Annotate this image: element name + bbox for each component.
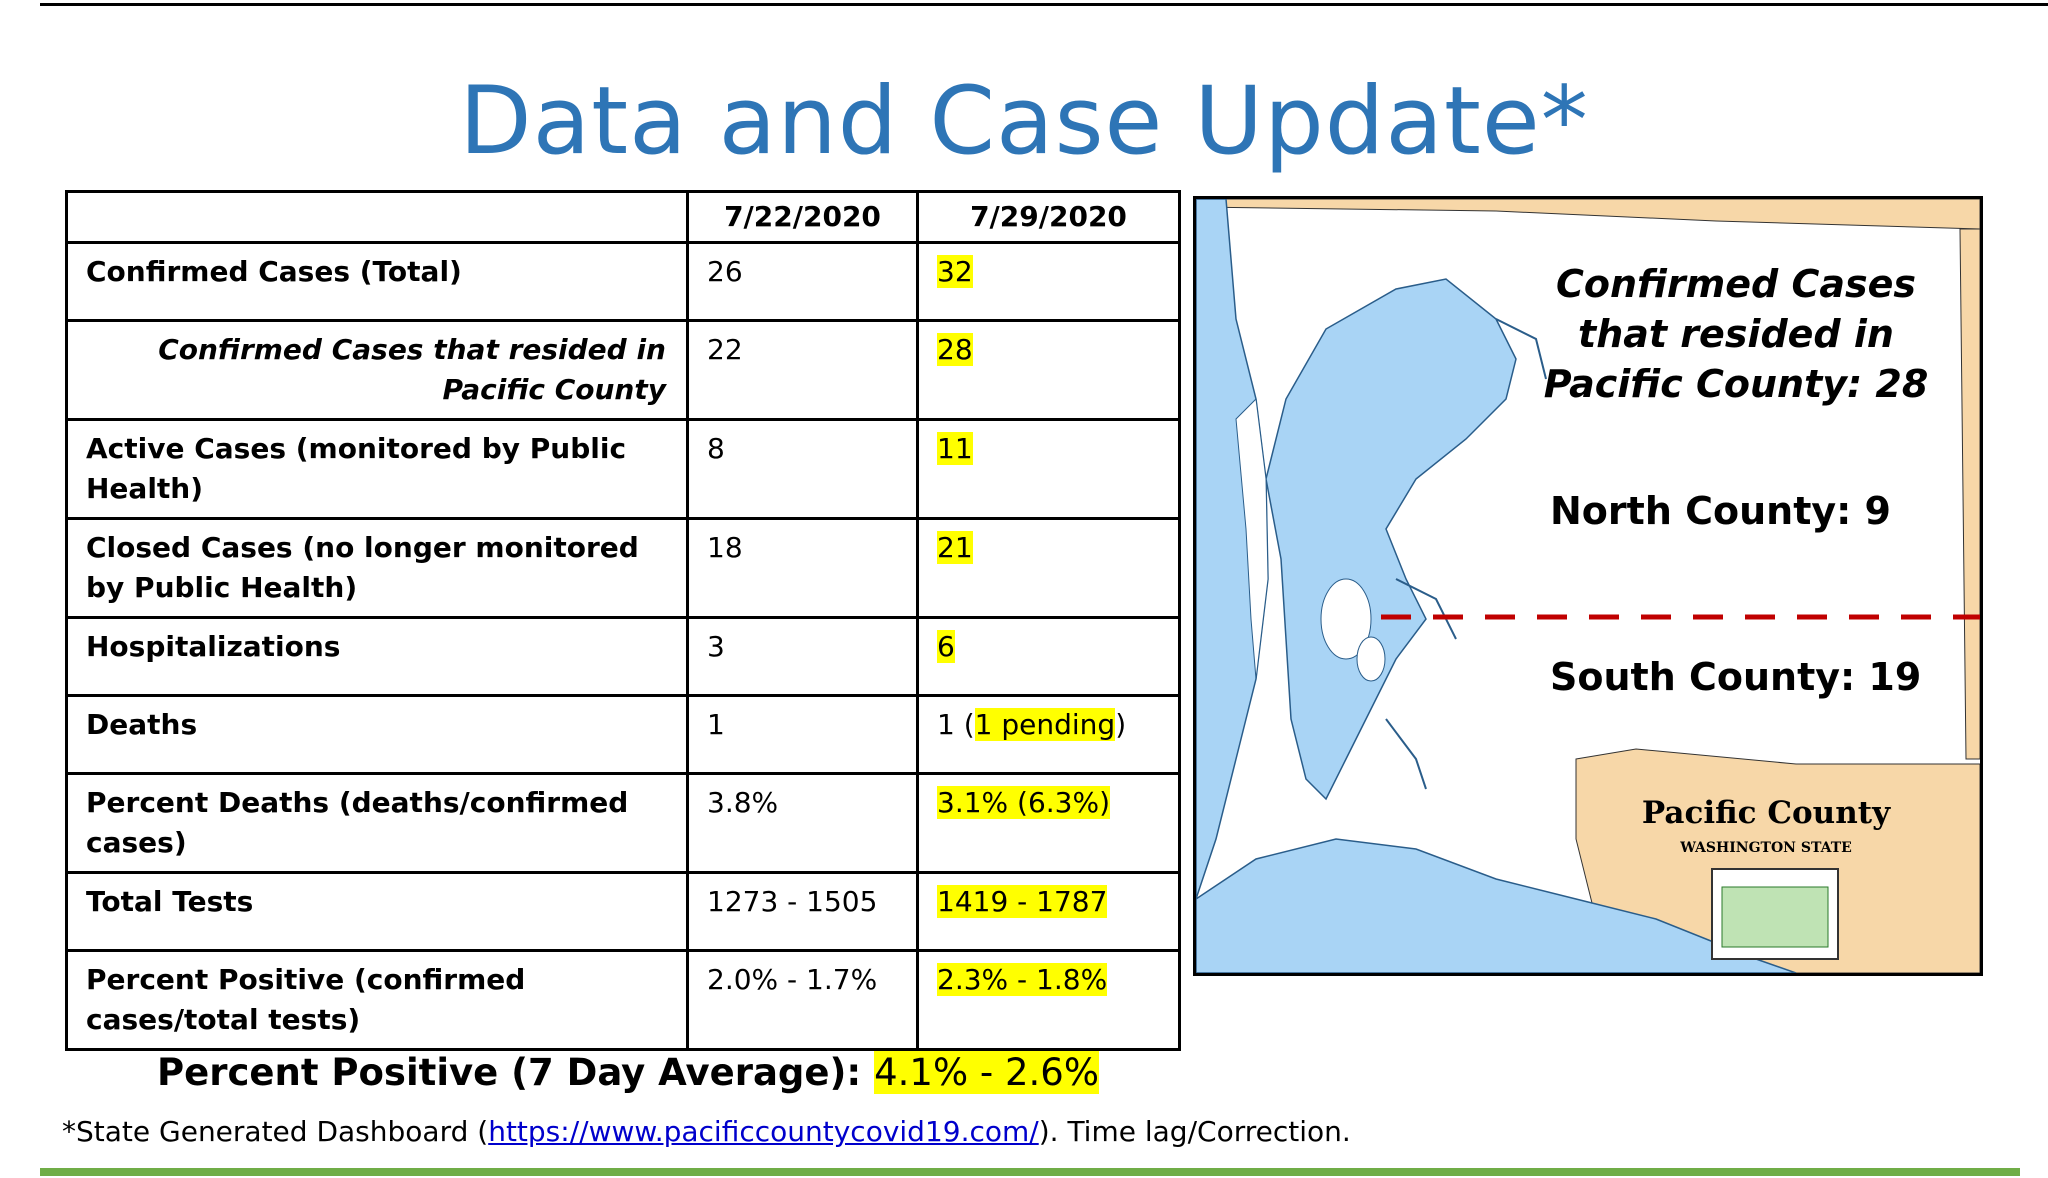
row-value-week1: 22 xyxy=(686,319,919,421)
row-label: Total Tests xyxy=(65,871,689,952)
row-value-week2: 6 xyxy=(916,616,1181,697)
highlight-value: 11 xyxy=(937,432,973,465)
highlight-value: 1 pending xyxy=(974,708,1116,741)
highlight-value: 1419 - 1787 xyxy=(937,885,1108,918)
average-label: Percent Positive (7 Day Average): xyxy=(157,1051,862,1094)
table-row: Percent Deaths (deaths/confirmed cases) … xyxy=(65,772,1181,874)
map-confirmed-line-2: that resided in xyxy=(1578,312,1894,356)
row-value-week1: 3 xyxy=(686,616,919,697)
page-title: Data and Case Update* xyxy=(459,67,1589,176)
map-confirmed-line-1: Confirmed Cases xyxy=(1555,262,1917,306)
table-row: Percent Positive (confirmed cases/total … xyxy=(65,949,1181,1051)
north-county-label: North County: 9 xyxy=(1550,489,1891,533)
row-label: Confirmed Cases (Total) xyxy=(65,241,689,322)
row-label: Percent Deaths (deaths/confirmed cases) xyxy=(65,772,689,874)
highlight-value: 32 xyxy=(937,255,973,288)
header-empty xyxy=(65,190,689,244)
map-county-state: WASHINGTON STATE xyxy=(1680,840,1852,856)
header-date-1: 7/22/2020 xyxy=(686,190,919,244)
header-date-2: 7/29/2020 xyxy=(916,190,1181,244)
row-value-week2: 28 xyxy=(916,319,1181,421)
row-label: Deaths xyxy=(65,694,689,775)
table-row: Deaths 1 1 (1 pending) xyxy=(65,694,1181,775)
row-value-week2: 11 xyxy=(916,418,1181,520)
table-header-row: 7/22/2020 7/29/2020 xyxy=(65,190,1181,244)
row-value-week1: 1273 - 1505 xyxy=(686,871,919,952)
table-row: Closed Cases (no longer monitored by Pub… xyxy=(65,517,1181,619)
average-value: 4.1% - 2.6% xyxy=(874,1051,1099,1094)
row-label: Closed Cases (no longer monitored by Pub… xyxy=(65,517,689,619)
row-label: Percent Positive (confirmed cases/total … xyxy=(65,949,689,1051)
highlight-value: 6 xyxy=(937,630,955,663)
case-data-table: 7/22/2020 7/29/2020 Confirmed Cases (Tot… xyxy=(65,190,1181,1051)
row-value-week2: 21 xyxy=(916,517,1181,619)
row-value-week1: 18 xyxy=(686,517,919,619)
map-county-name: Pacific County xyxy=(1641,795,1891,831)
row-value-week1: 2.0% - 1.7% xyxy=(686,949,919,1051)
pacific-county-map: Confirmed Cases that resided in Pacific … xyxy=(1193,196,1983,976)
seven-day-average: Percent Positive (7 Day Average): 4.1% -… xyxy=(157,1046,1099,1100)
footnote-prefix: *State Generated Dashboard ( xyxy=(62,1115,489,1148)
dashboard-link[interactable]: https://www.pacificcountycovid19.com/ xyxy=(488,1115,1039,1148)
row-value-week2: 1419 - 1787 xyxy=(916,871,1181,952)
map-confirmed-line-3: Pacific County: 28 xyxy=(1543,362,1929,406)
row-value-week1: 26 xyxy=(686,241,919,322)
row-label: Confirmed Cases that resided in Pacific … xyxy=(65,319,689,421)
highlight-value: 3.1% (6.3%) xyxy=(937,786,1111,819)
footnote-suffix: ). Time lag/Correction. xyxy=(1038,1115,1351,1148)
row-label: Active Cases (monitored by Public Health… xyxy=(65,418,689,520)
table-row: Hospitalizations 3 6 xyxy=(65,616,1181,697)
row-value-week1: 3.8% xyxy=(686,772,919,874)
row-value-week1: 8 xyxy=(686,418,919,520)
row-value-week2: 2.3% - 1.8% xyxy=(916,949,1181,1051)
row-value-week2: 32 xyxy=(916,241,1181,322)
highlight-value: 21 xyxy=(937,531,973,564)
row-label: Hospitalizations xyxy=(65,616,689,697)
top-rule xyxy=(40,3,2048,6)
highlight-value: 28 xyxy=(937,333,973,366)
map-confirmed-label: Confirmed Cases that resided in Pacific … xyxy=(1516,259,1956,409)
table-row: Active Cases (monitored by Public Health… xyxy=(65,418,1181,520)
map-graphic xyxy=(1196,199,1980,973)
row-value-week2: 1 (1 pending) xyxy=(916,694,1181,775)
table-row: Confirmed Cases that resided in Pacific … xyxy=(65,319,1181,421)
highlight-value: 2.3% - 1.8% xyxy=(937,963,1108,996)
deaths-suffix: ) xyxy=(1115,708,1127,741)
row-value-week1: 1 xyxy=(686,694,919,775)
deaths-prefix: 1 ( xyxy=(937,708,975,741)
table-row: Total Tests 1273 - 1505 1419 - 1787 xyxy=(65,871,1181,952)
table-row: Confirmed Cases (Total) 26 32 xyxy=(65,241,1181,322)
south-county-label: South County: 19 xyxy=(1550,655,1922,699)
footnote: *State Generated Dashboard (https://www.… xyxy=(62,1112,1351,1152)
bottom-rule xyxy=(40,1168,2020,1176)
row-value-week2: 3.1% (6.3%) xyxy=(916,772,1181,874)
